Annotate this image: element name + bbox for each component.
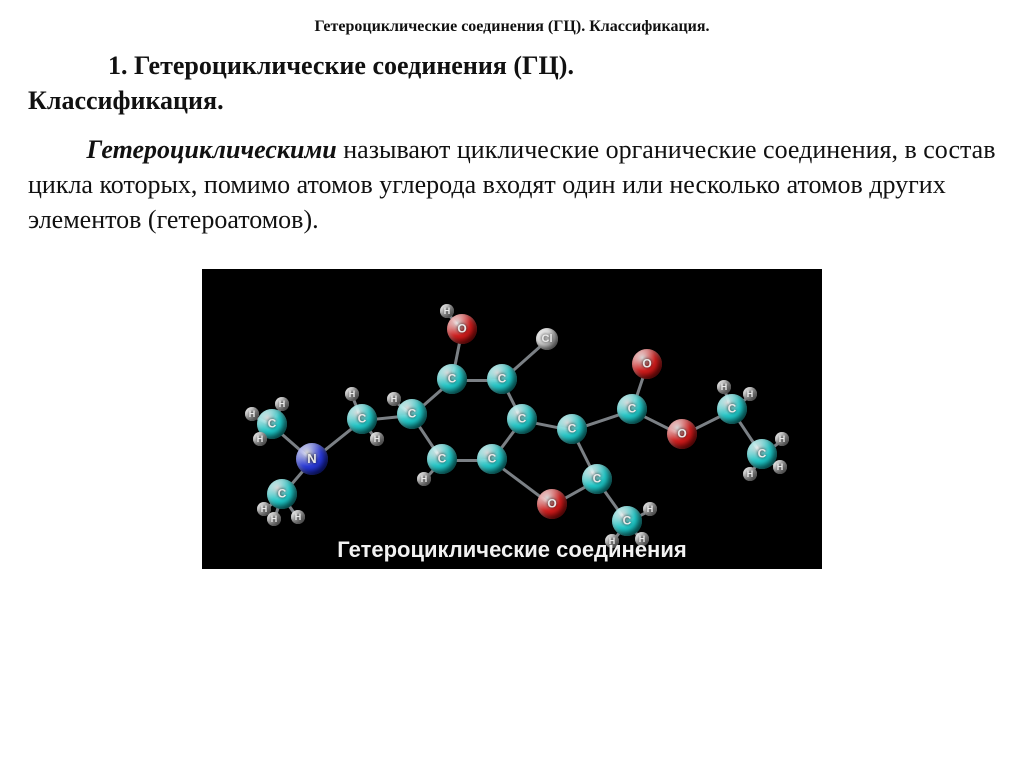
atom-o: O [537,489,567,519]
slide: Гетероциклические соединения (ГЦ). Класс… [0,0,1024,589]
atom-c: C [477,444,507,474]
section-title-line1: 1. Гетероциклические соединения (ГЦ). [28,48,996,83]
atom-c: C [612,506,642,536]
atom-c: C [437,364,467,394]
atom-h: H [245,407,259,421]
atom-c: C [507,404,537,434]
atom-h: H [370,432,384,446]
molecule-canvas: NCHHHCHHHCHHCCCCCCHHOHClCCOCHHHCOOCHHCHH… [202,269,822,569]
atom-o: O [667,419,697,449]
atom-h: H [743,467,757,481]
atom-h: H [267,512,281,526]
atom-h: H [387,392,401,406]
atom-c: C [717,394,747,424]
molecule-figure: NCHHHCHHHCHHCCCCCCHHOHClCCOCHHHCOOCHHCHH… [202,269,822,569]
definition-paragraph: Гетероциклическими называют циклические … [28,132,996,237]
atom-h: H [417,472,431,486]
slide-small-header: Гетероциклические соединения (ГЦ). Класс… [28,18,996,36]
atom-h: H [275,397,289,411]
atom-c: C [582,464,612,494]
atom-c: C [397,399,427,429]
atom-h: H [775,432,789,446]
atom-h: H [440,304,454,318]
atom-c: C [557,414,587,444]
atom-o: O [632,349,662,379]
atom-cl: Cl [536,328,558,350]
atom-h: H [743,387,757,401]
figure-caption: Гетероциклические соединения [337,537,686,563]
atom-c: C [347,404,377,434]
atom-c: C [617,394,647,424]
atom-h: H [717,380,731,394]
section-title: 1. Гетероциклические соединения (ГЦ). Кл… [28,48,996,118]
atom-h: H [643,502,657,516]
atom-c: C [487,364,517,394]
atom-h: H [773,460,787,474]
atom-h: H [291,510,305,524]
atom-h: H [253,432,267,446]
definition-emph: Гетероциклическими [87,135,337,164]
atom-n: N [296,443,328,475]
atom-h: H [345,387,359,401]
figure-wrap: NCHHHCHHHCHHCCCCCCHHOHClCCOCHHHCOOCHHCHH… [28,269,996,569]
atom-o: O [447,314,477,344]
section-title-line2: Классификация. [28,83,996,118]
atom-c: C [427,444,457,474]
atom-c: C [267,479,297,509]
